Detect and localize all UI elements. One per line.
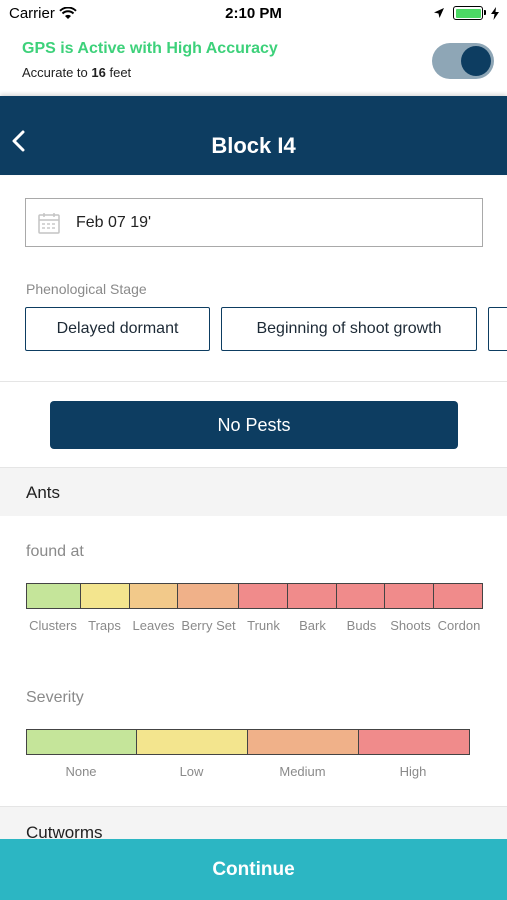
location-label: Shoots — [390, 618, 431, 633]
location-label: Bark — [299, 618, 326, 633]
navigation-bar: Block I4 — [0, 96, 507, 175]
location-label: Trunk — [247, 618, 280, 633]
calendar-icon — [38, 212, 60, 234]
gps-accuracy-value: 16 — [91, 65, 106, 80]
continue-button[interactable]: Continue — [0, 839, 507, 900]
severity-option-medium[interactable] — [248, 730, 359, 754]
phenological-stage-label: Phenological Stage — [26, 281, 147, 297]
severity-labels: None Low Medium High — [26, 764, 470, 779]
carrier-label: Carrier — [9, 5, 55, 22]
no-pests-button[interactable]: No Pests — [50, 401, 458, 449]
gps-accuracy-prefix: Accurate to — [22, 65, 88, 80]
divider — [0, 806, 507, 807]
status-time: 2:10 PM — [225, 5, 282, 22]
charging-bolt-icon — [491, 6, 499, 20]
status-bar: Carrier 2:10 PM — [0, 0, 507, 30]
gps-accuracy-text: Accurate to 16 feet — [22, 65, 131, 80]
divider — [0, 467, 507, 468]
location-option-trunk[interactable] — [239, 584, 288, 608]
severity-level-label: None — [65, 764, 97, 779]
severity-level-label: Low — [179, 764, 204, 779]
found-at-labels: Clusters Traps Leaves Berry Set Trunk Bark Bud… — [26, 618, 486, 633]
location-option-clusters[interactable] — [27, 584, 81, 608]
stage-chip-partial[interactable] — [488, 307, 507, 351]
stage-chip-delayed-dormant[interactable]: Delayed dormant — [25, 307, 210, 351]
stage-chip-beginning-shoot-growth[interactable]: Beginning of shoot growth — [221, 307, 477, 351]
date-value: Feb 07 19' — [76, 213, 152, 231]
location-option-traps[interactable] — [80, 584, 130, 608]
severity-scale — [26, 729, 470, 755]
severity-option-low[interactable] — [137, 730, 248, 754]
location-arrow-icon — [434, 8, 444, 18]
gps-accuracy-unit: feet — [109, 65, 132, 80]
found-at-scale — [26, 583, 483, 609]
location-label: Clusters — [29, 618, 77, 633]
location-label: Leaves — [132, 618, 175, 633]
location-option-bark[interactable] — [287, 584, 337, 608]
location-option-shoots[interactable] — [385, 584, 435, 608]
date-field[interactable]: Feb 07 19' — [25, 198, 483, 247]
location-option-berry-set[interactable] — [178, 584, 240, 608]
pest-name: Ants — [26, 483, 61, 502]
location-label: Berry Set — [181, 618, 236, 633]
location-label: Buds — [346, 618, 377, 633]
carrier-info: Carrier — [9, 5, 77, 22]
page-title: Block I4 — [211, 133, 296, 158]
location-label: Traps — [88, 618, 121, 633]
gps-toggle[interactable] — [432, 43, 494, 79]
found-at-label: found at — [26, 543, 84, 560]
gps-toggle-knob — [461, 46, 491, 76]
divider — [0, 381, 507, 382]
location-option-buds[interactable] — [336, 584, 386, 608]
location-option-leaves[interactable] — [129, 584, 179, 608]
pest-name: Cutworms — [26, 823, 103, 842]
status-indicators — [433, 6, 499, 20]
severity-option-none[interactable] — [27, 730, 137, 754]
pest-header-ants: Ants — [0, 468, 507, 516]
wifi-icon — [59, 7, 77, 19]
gps-status-title: GPS is Active with High Accuracy — [22, 40, 278, 57]
gps-banner: GPS is Active with High Accuracy Accurat… — [0, 30, 507, 96]
battery-icon — [453, 6, 486, 20]
severity-option-high[interactable] — [359, 730, 469, 754]
location-label: Cordon — [437, 618, 481, 633]
severity-label: Severity — [26, 689, 84, 706]
location-option-cordon[interactable] — [434, 584, 482, 608]
back-chevron-icon[interactable] — [10, 130, 28, 152]
severity-level-label: Medium — [279, 764, 326, 779]
severity-level-label: High — [399, 764, 427, 779]
